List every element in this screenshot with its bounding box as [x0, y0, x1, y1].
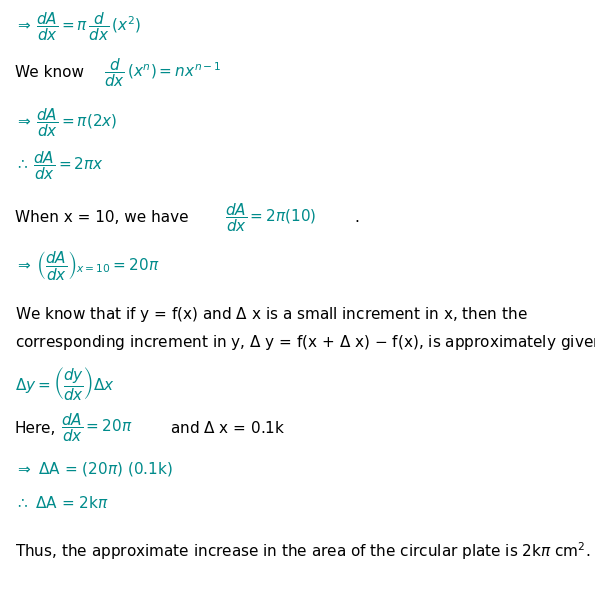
Text: Thus, the approximate increase in the area of the circular plate is 2k$\pi$ cm$^: Thus, the approximate increase in the ar… [15, 540, 590, 562]
Text: $\therefore$ $\Delta$A = 2k$\pi$: $\therefore$ $\Delta$A = 2k$\pi$ [15, 495, 109, 510]
Text: corresponding increment in y, $\Delta$ y = f(x + $\Delta$ x) $-$ f(x), is approx: corresponding increment in y, $\Delta$ y… [15, 333, 595, 352]
Text: .: . [355, 210, 359, 226]
Text: $\Rightarrow\,\dfrac{dA}{dx} = \pi(2x)$: $\Rightarrow\,\dfrac{dA}{dx} = \pi(2x)$ [15, 106, 117, 139]
Text: $\Rightarrow\,\left(\dfrac{dA}{dx}\right)_{x=10} = 20\pi$: $\Rightarrow\,\left(\dfrac{dA}{dx}\right… [15, 249, 159, 282]
Text: When x = 10, we have: When x = 10, we have [15, 210, 189, 226]
Text: and $\Delta$ x = 0.1k: and $\Delta$ x = 0.1k [170, 420, 285, 436]
Text: Here,: Here, [15, 420, 57, 436]
Text: $\Rightarrow$ $\Delta$A = (20$\pi$) (0.1k): $\Rightarrow$ $\Delta$A = (20$\pi$) (0.1… [15, 460, 173, 478]
Text: $\therefore\,\dfrac{dA}{dx} = 2\pi x$: $\therefore\,\dfrac{dA}{dx} = 2\pi x$ [15, 149, 104, 181]
Text: $\dfrac{dA}{dx} = 20\pi$: $\dfrac{dA}{dx} = 20\pi$ [61, 412, 133, 444]
Text: $\dfrac{d}{dx}\,(x^n) = nx^{n-1}$: $\dfrac{d}{dx}\,(x^n) = nx^{n-1}$ [104, 57, 222, 89]
Text: $\Delta y = \left(\dfrac{dy}{dx}\right)\Delta x$: $\Delta y = \left(\dfrac{dy}{dx}\right)\… [15, 365, 115, 402]
Text: We know that if y = f(x) and $\Delta$ x is a small increment in x, then the: We know that if y = f(x) and $\Delta$ x … [15, 305, 528, 324]
Text: We know: We know [15, 65, 84, 81]
Text: $\dfrac{dA}{dx} = 2\pi(10)$: $\dfrac{dA}{dx} = 2\pi(10)$ [225, 202, 317, 234]
Text: $\Rightarrow\,\dfrac{dA}{dx} = \pi\,\dfrac{d}{dx}\,(x^2)$: $\Rightarrow\,\dfrac{dA}{dx} = \pi\,\dfr… [15, 11, 141, 43]
